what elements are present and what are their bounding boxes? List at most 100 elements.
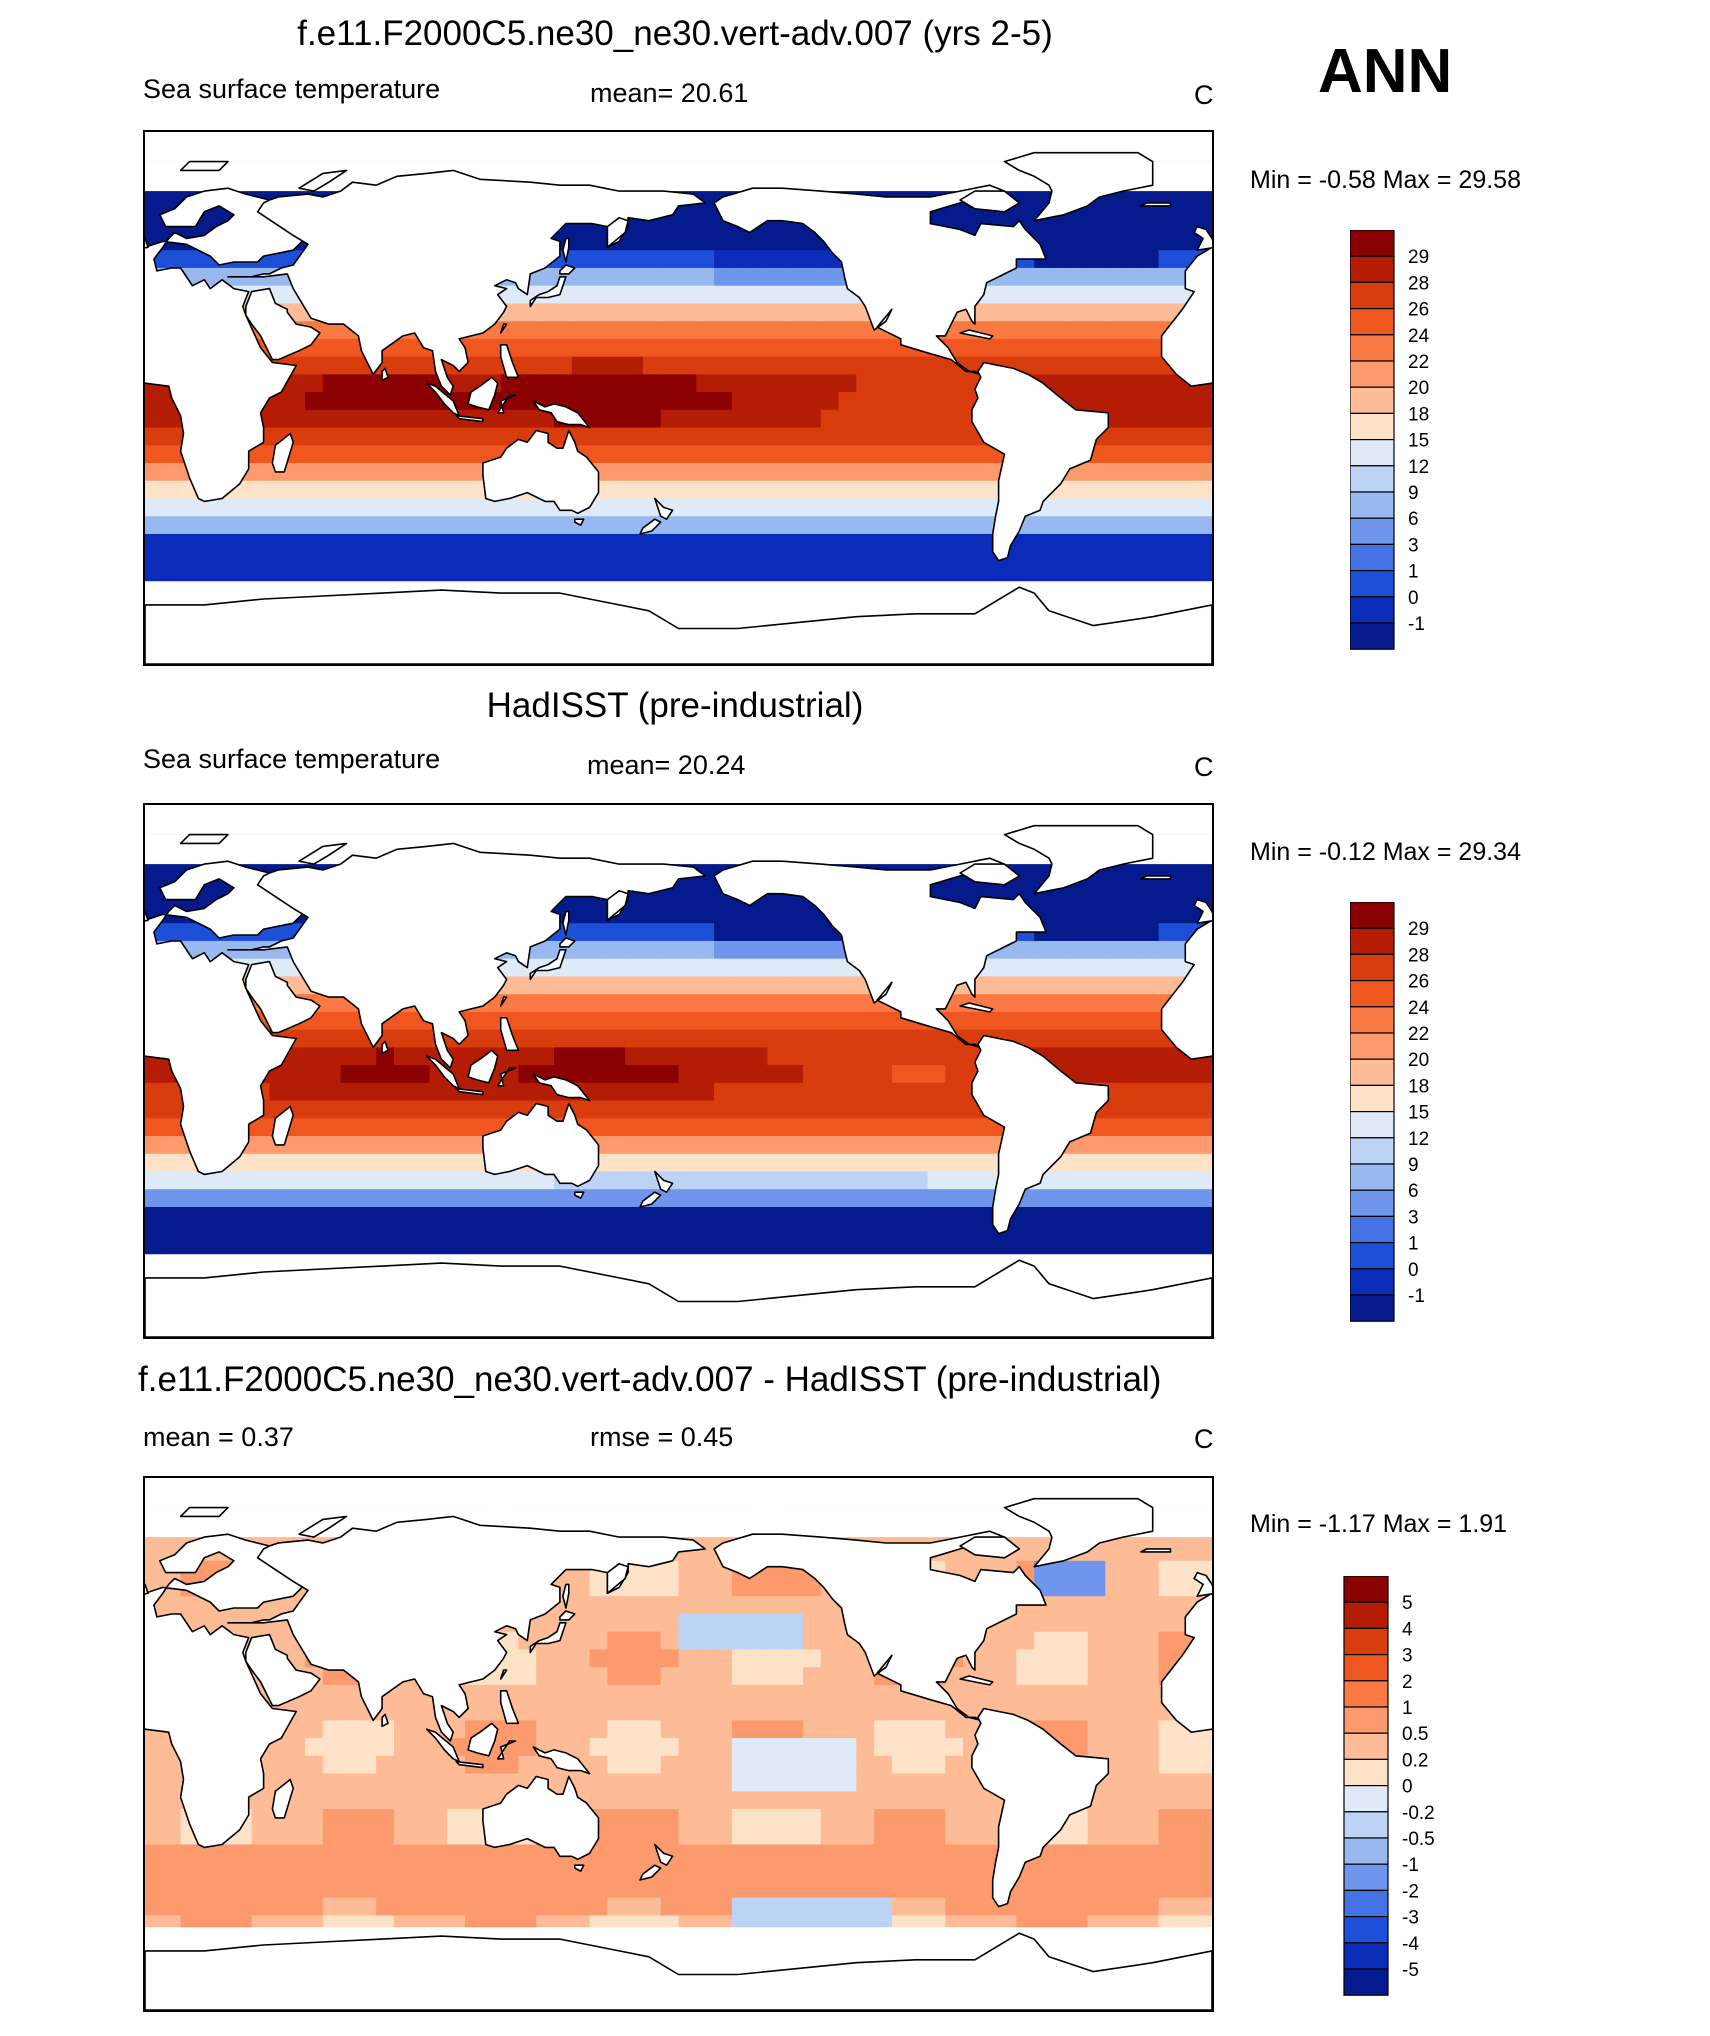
- coastlines: [145, 824, 1212, 1337]
- colorbar-tick-label: 22: [1408, 352, 1429, 373]
- colorbar-swatch: [1343, 1680, 1389, 1708]
- panel-2-map: [143, 803, 1214, 1339]
- colorbar-tick-label: 0: [1402, 1777, 1413, 1798]
- colorbar-swatch: [1343, 1942, 1389, 1970]
- panel-1-map: [143, 130, 1214, 666]
- colorbar-swatch: [1350, 1084, 1395, 1113]
- panel-3-rmse-label: rmse = 0.45: [590, 1422, 734, 1452]
- colorbar-swatch: [1350, 412, 1395, 441]
- colorbar-swatch: [1350, 1215, 1395, 1244]
- colorbar-tick-label: -2: [1402, 1881, 1419, 1902]
- colorbar-swatch: [1350, 622, 1395, 650]
- colorbar-swatch: [1350, 465, 1395, 493]
- panel-2-left-label: Sea surface temperature: [143, 744, 441, 774]
- panel-3-title: f.e11.F2000C5.ne30_ne30.vert-adv.007 - H…: [138, 1360, 1162, 1399]
- colorbar-tick-label: -4: [1402, 1934, 1419, 1955]
- colorbar-tick-label: 5: [1402, 1593, 1413, 1614]
- panel-2-minmax: Min = -0.12 Max = 29.34: [1250, 838, 1521, 866]
- colorbar-tick-label: 0.2: [1402, 1750, 1428, 1771]
- colorbar-swatch: [1350, 1294, 1395, 1322]
- season-label: ANN: [1318, 37, 1453, 106]
- colorbar-tick-label: 3: [1402, 1646, 1413, 1667]
- colorbar-swatch: [1350, 360, 1395, 388]
- panel-2-map-svg: [145, 805, 1212, 1337]
- colorbar-swatch: [1343, 1653, 1389, 1682]
- colorbar-swatch: [1343, 1916, 1389, 1944]
- panel-3-mean-label: mean = 0.37: [143, 1422, 294, 1452]
- colorbar-tick-label: 12: [1408, 1129, 1429, 1150]
- colorbar-swatch: [1350, 230, 1395, 257]
- panel-3-map: [143, 1476, 1214, 2012]
- colorbar-tick-label: 6: [1408, 1181, 1419, 1202]
- panel-1-map-svg: [145, 132, 1212, 664]
- panel-1-units: C: [1194, 80, 1214, 110]
- colorbar-tick-label: -1: [1408, 1286, 1425, 1307]
- colorbar-swatch: [1350, 334, 1395, 362]
- colorbar-swatch: [1350, 570, 1395, 598]
- colorbar-tick-label: -0.5: [1402, 1829, 1435, 1850]
- colorbar-swatch: [1350, 491, 1395, 519]
- colorbar-swatch: [1350, 386, 1395, 414]
- colorbar-tick-label: 4: [1402, 1619, 1413, 1640]
- colorbar-tick-label: 3: [1408, 535, 1419, 556]
- colorbar-swatch: [1343, 1837, 1389, 1865]
- colorbar-swatch: [1350, 596, 1395, 624]
- colorbar-swatch: [1350, 307, 1395, 336]
- colorbar-tick-label: 3: [1408, 1207, 1419, 1228]
- colorbar-tick-label: 12: [1408, 457, 1429, 478]
- colorbar-swatch: [1350, 1058, 1395, 1086]
- colorbar-swatch: [1343, 1811, 1389, 1839]
- panel-1-colorbar: 29 28 26 24 22 20 18 15 12 9 6 3 1 0 -1: [1350, 230, 1430, 650]
- colorbar-swatch: [1350, 979, 1395, 1008]
- colorbar-swatch: [1350, 1242, 1395, 1270]
- panel-3-units: C: [1194, 1424, 1214, 1454]
- colorbar-tick-label: 20: [1408, 1050, 1429, 1071]
- panel-2-units: C: [1194, 752, 1214, 782]
- colorbar-tick-label: -1: [1402, 1855, 1419, 1876]
- colorbar-swatch: [1350, 1163, 1395, 1191]
- panel-2-title: HadISST (pre-industrial): [486, 686, 864, 725]
- colorbar-tick-label: 20: [1408, 378, 1429, 399]
- colorbar-swatch: [1350, 255, 1395, 284]
- panel-1-left-label: Sea surface temperature: [143, 74, 441, 104]
- colorbar-swatch: [1343, 1706, 1389, 1734]
- panel-2-colorbar: 29 28 26 24 22 20 18 15 12 9 6 3 1 0 -1: [1350, 902, 1430, 1322]
- panel-1-mean-label: mean= 20.61: [590, 78, 749, 108]
- colorbar-tick-label: 29: [1408, 919, 1429, 940]
- colorbar-tick-label: 18: [1408, 1076, 1429, 1097]
- colorbar-swatch: [1343, 1627, 1389, 1656]
- field-cells: [145, 1507, 1212, 1952]
- panel-1-minmax: Min = -0.58 Max = 29.58: [1250, 166, 1521, 194]
- colorbar-swatch: [1350, 517, 1395, 546]
- colorbar-swatch: [1343, 1785, 1389, 1813]
- colorbar-tick-label: 24: [1408, 326, 1430, 347]
- colorbar-swatch: [1343, 1889, 1389, 1918]
- panel-3-colorbar: 5 4 3 2 1 0.5 0.2 0 -0.2 -0.5 -1 -2 -3 -4 -5: [1343, 1576, 1435, 1996]
- colorbar-swatch: [1350, 1032, 1395, 1060]
- colorbar-swatch: [1350, 543, 1395, 572]
- colorbar-tick-label: 1: [1408, 562, 1419, 583]
- colorbar-tick-label: 28: [1408, 273, 1429, 294]
- colorbar-tick-label: 1: [1408, 1234, 1419, 1255]
- colorbar-tick-label: 0: [1408, 588, 1419, 609]
- colorbar-swatch: [1350, 1137, 1395, 1165]
- panel-1-title: f.e11.F2000C5.ne30_ne30.vert-adv.007 (yr…: [297, 14, 1053, 53]
- colorbar-tick-label: 22: [1408, 1024, 1429, 1045]
- colorbar-tick-label: 15: [1408, 1103, 1429, 1124]
- colorbar-tick-label: 9: [1408, 483, 1419, 504]
- coastlines: [145, 151, 1212, 664]
- colorbar-tick-label: -0.2: [1402, 1803, 1435, 1824]
- colorbar-tick-label: 2: [1402, 1672, 1413, 1693]
- colorbar-swatch: [1343, 1968, 1389, 1996]
- colorbar-swatch: [1350, 902, 1395, 929]
- colorbar-tick-label: 0.5: [1402, 1724, 1428, 1745]
- colorbar-tick-label: 29: [1408, 247, 1429, 268]
- coastlines: [145, 1497, 1212, 2010]
- panel-3-minmax: Min = -1.17 Max = 1.91: [1250, 1510, 1508, 1538]
- colorbar-tick-label: 26: [1408, 972, 1429, 993]
- colorbar-swatch: [1343, 1732, 1389, 1760]
- colorbar-tick-label: 26: [1408, 300, 1429, 321]
- colorbar-swatch: [1350, 439, 1395, 467]
- colorbar-swatch: [1343, 1601, 1389, 1630]
- panel-3-map-svg: [145, 1478, 1212, 2010]
